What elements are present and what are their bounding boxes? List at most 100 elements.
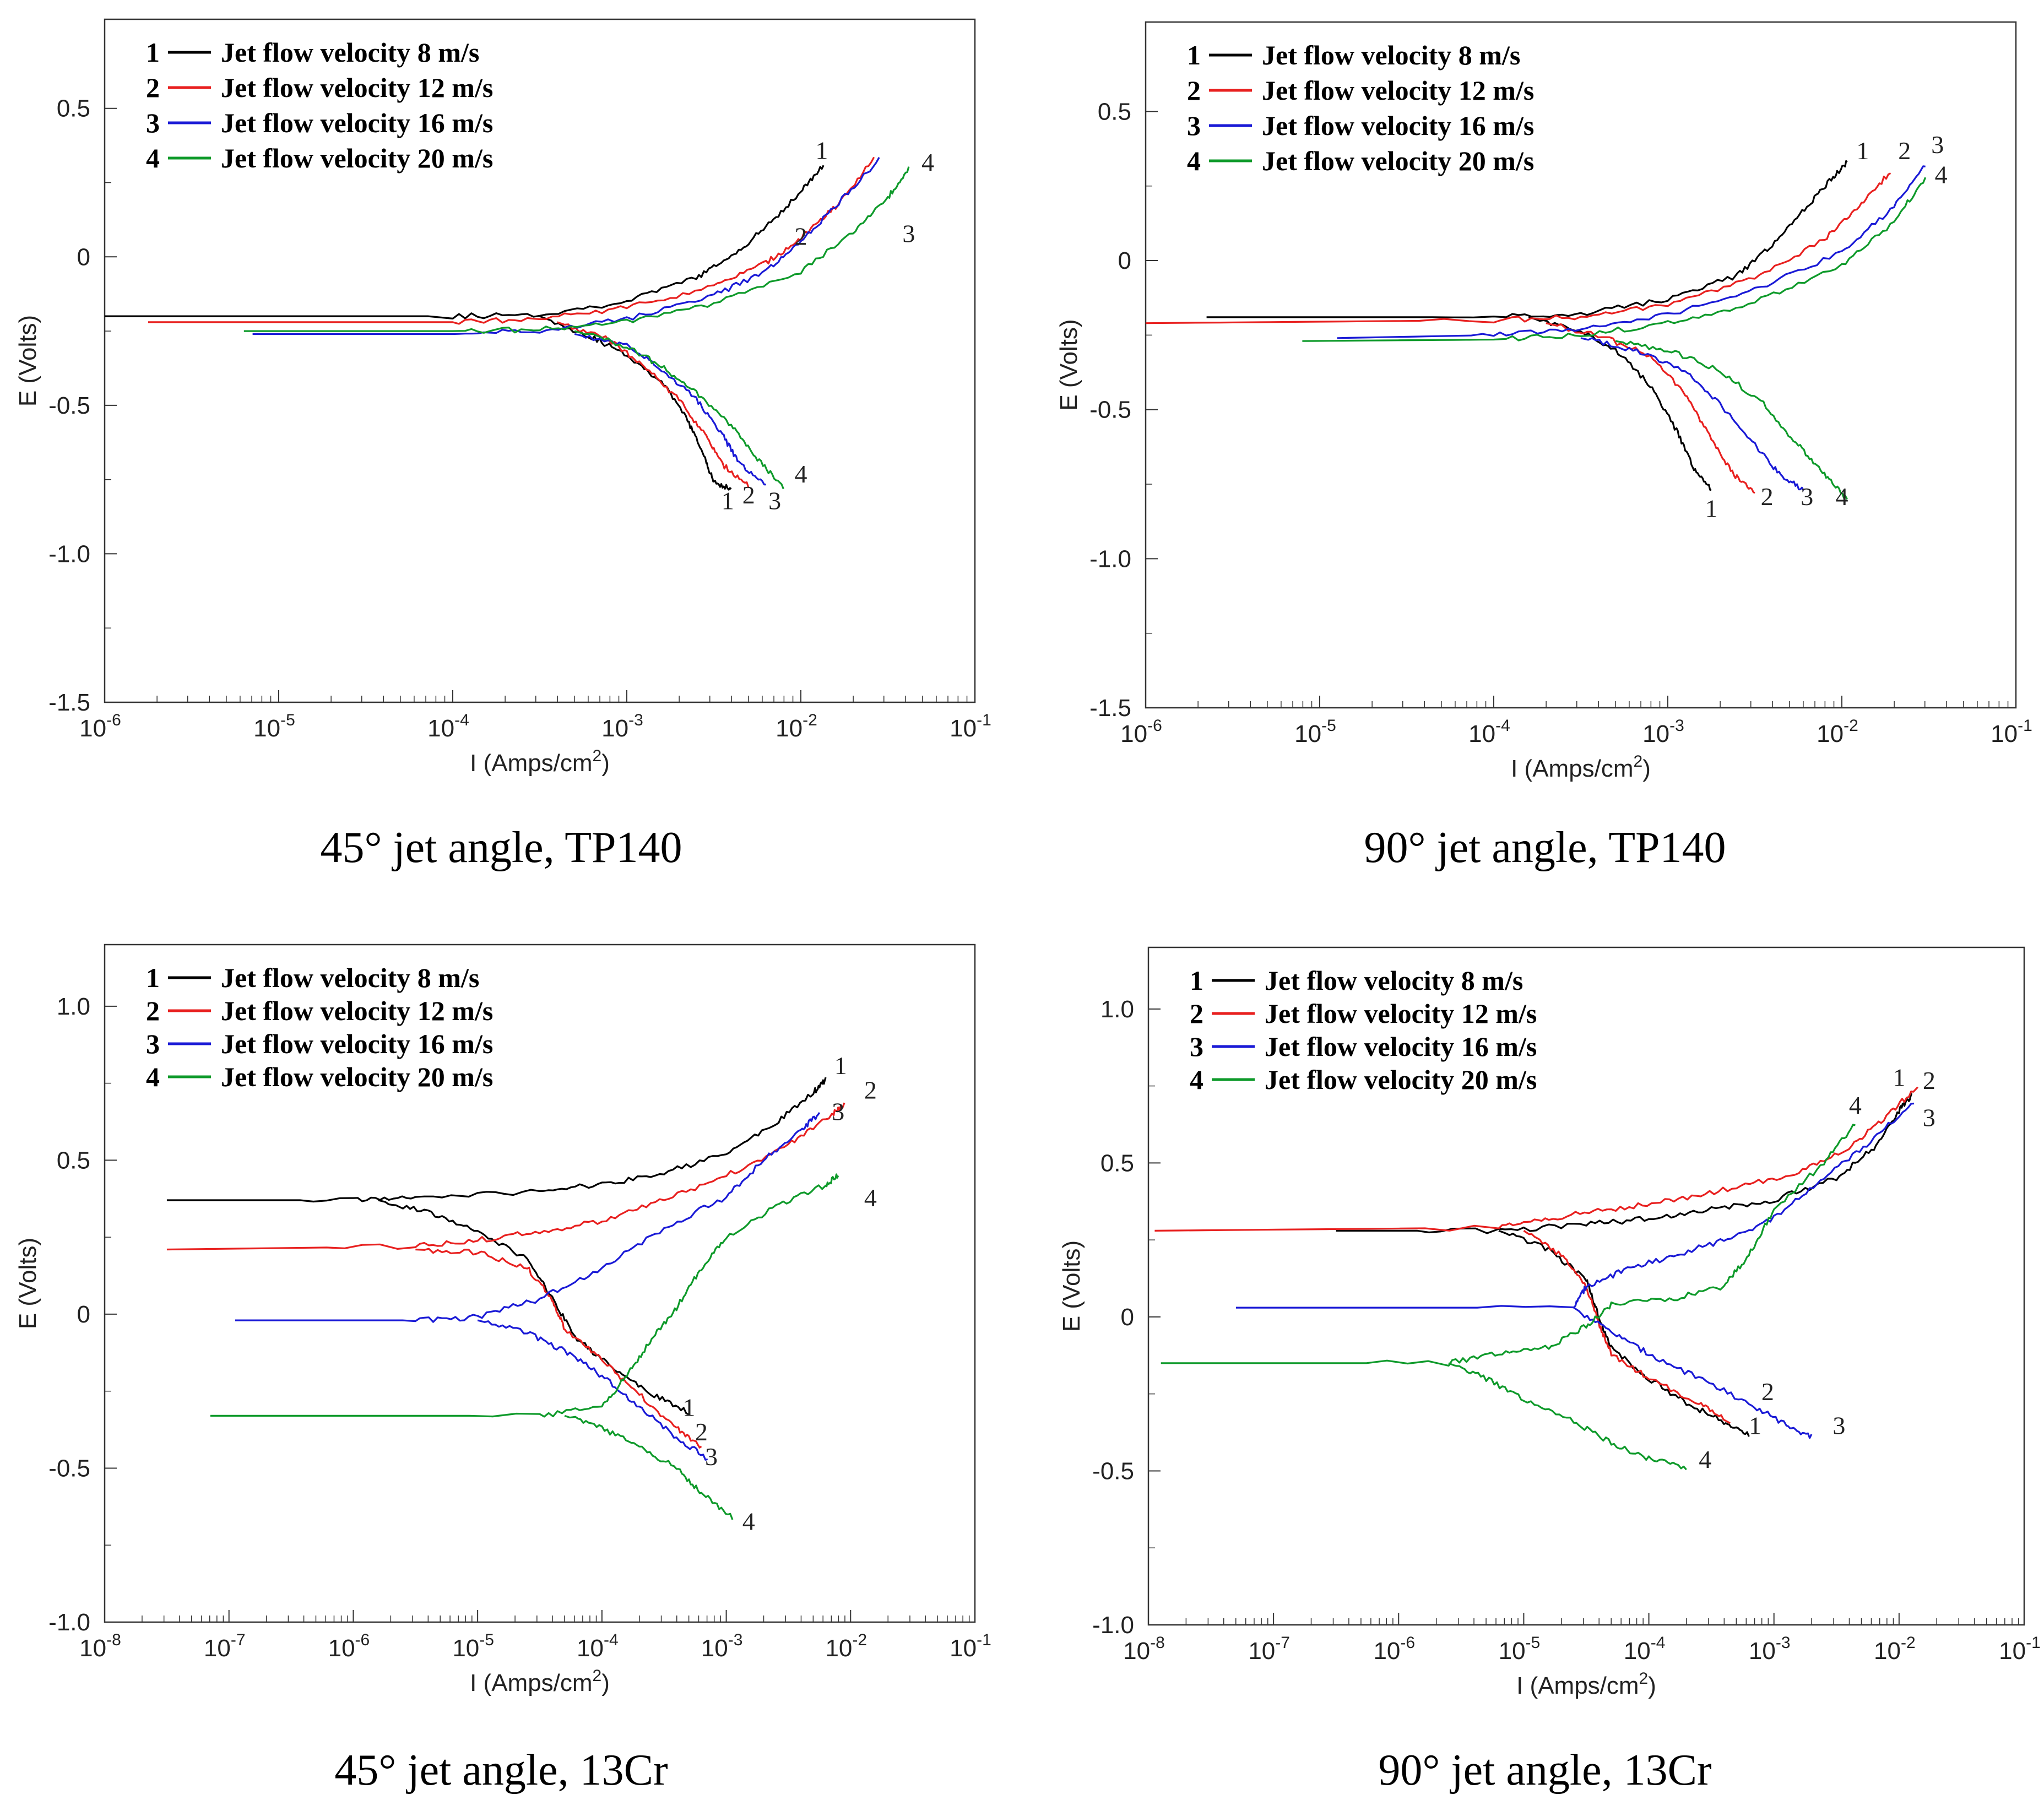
series-2-cathodic-branch [415, 1248, 702, 1449]
legend-label: Jet flow velocity 12 m/s [221, 995, 493, 1026]
series-1-anodic-branch [166, 1077, 827, 1203]
x-tick-exponent: -8 [1150, 1634, 1165, 1652]
y-tick-label: 0.5 [57, 95, 90, 122]
x-tick-exponent: -4 [1495, 717, 1510, 735]
x-tick-exponent: -1 [977, 711, 991, 729]
x-tick-exponent: -6 [355, 1631, 370, 1649]
y-tick-label: -1.5 [1089, 695, 1131, 722]
series-1-cathodic-branch [1498, 1229, 1750, 1437]
y-axis-title: E (Volts) [14, 1238, 41, 1329]
x-tick-exponent: -3 [728, 1631, 743, 1649]
x-axis-title: I (Amps/cm2) [1511, 752, 1651, 782]
x-axis-title: I (Amps/cm2) [470, 747, 610, 777]
curve-number-label: 1 [1856, 137, 1869, 165]
legend-label: Jet flow velocity 16 m/s [221, 1028, 493, 1059]
series-2-anodic-branch [1154, 1086, 1919, 1232]
series-3-cathodic-branch [1580, 337, 1804, 491]
x-tick-exponent: -1 [977, 1631, 991, 1649]
curve-number-label: 4 [921, 148, 934, 176]
x-axis-title-end: ) [1648, 1672, 1656, 1699]
series-1-cathodic-branch [539, 315, 732, 491]
x-tick-exponent: -5 [280, 711, 295, 729]
x-axis-title: I (Amps/cm2) [470, 1667, 610, 1696]
series-4-anodic-branch [210, 1173, 839, 1418]
series-1-anodic-branch [1206, 160, 1848, 318]
series-4-cathodic-branch [574, 330, 784, 490]
legend-number: 3 [146, 1028, 160, 1059]
series-2-anodic-branch [166, 1102, 845, 1251]
x-tick-exponent: -6 [1147, 717, 1162, 735]
curve-number-label: 2 [695, 1418, 708, 1446]
x-tick-exponent: -3 [628, 711, 643, 729]
y-tick-label: 0 [77, 243, 90, 270]
x-axis-title-sup: 2 [1634, 752, 1643, 771]
curve-number-label: 3 [1832, 1411, 1845, 1439]
y-tick-label: 1.0 [1100, 996, 1134, 1023]
x-axis-title-end: ) [601, 750, 610, 777]
curve-number-label: 1 [722, 487, 734, 515]
curve-number-label: 1 [815, 136, 828, 164]
panel-90deg-13cr: 10-8 10-7 10-6 10-5 10-4 10-3 10-2 10-1-1.0-0.5… [1058, 946, 2041, 1795]
series-1-anodic-branch [105, 165, 825, 319]
series-3-cathodic-branch [1573, 1307, 1813, 1439]
curve-number-label: 2 [1898, 137, 1911, 165]
legend-label: Jet flow velocity 8 m/s [1265, 965, 1523, 996]
curve-number-label: 3 [768, 487, 781, 515]
curve-number-label: 2 [795, 223, 807, 251]
curve-number-label: 2 [1761, 483, 1774, 511]
series-3-anodic-branch [1236, 1102, 1915, 1309]
curve-number-label: 4 [864, 1184, 877, 1212]
legend-number: 1 [146, 962, 160, 993]
curve-number-label: 3 [1931, 131, 1944, 159]
legend-label: Jet flow velocity 16 m/s [1262, 110, 1534, 141]
curve-number-label: 4 [1836, 483, 1848, 511]
legend-number: 1 [1190, 965, 1203, 996]
x-tick-exponent: -4 [1651, 1634, 1666, 1652]
y-tick-label: 0.5 [57, 1147, 90, 1174]
x-tick-exponent: -6 [1400, 1634, 1415, 1652]
series-3-anodic-branch [1337, 165, 1926, 339]
legend-number: 2 [146, 995, 160, 1026]
legend-number: 2 [146, 72, 160, 103]
curve-number-label: 2 [742, 481, 755, 509]
legend-label: Jet flow velocity 16 m/s [221, 107, 493, 138]
x-tick-exponent: -5 [1321, 717, 1336, 735]
legend-number: 1 [146, 37, 160, 68]
curve-number-label: 2 [1923, 1066, 1935, 1094]
y-axis-title: E (Volts) [1058, 1240, 1085, 1332]
y-tick-label: 0 [77, 1301, 90, 1328]
legend-number: 4 [1190, 1064, 1203, 1095]
curve-number-label: 1 [1749, 1411, 1761, 1439]
panel-caption: 45° jet angle, TP140 [320, 823, 682, 872]
series-4-cathodic-branch [564, 1414, 734, 1520]
panel-90deg-tp140: 10-6 10-5 10-4 10-3 10-2 10-1-1.5-1.0-0.500.5… [1055, 21, 2032, 872]
x-tick-exponent: -2 [852, 1631, 867, 1649]
curve-number-label: 3 [832, 1098, 844, 1126]
x-tick-exponent: -2 [1844, 717, 1858, 735]
legend-label: Jet flow velocity 20 m/s [1262, 145, 1534, 176]
legend-label: Jet flow velocity 16 m/s [1265, 1031, 1537, 1062]
y-tick-label: 0 [1121, 1304, 1134, 1331]
y-tick-label: 0 [1118, 247, 1131, 274]
series-4-cathodic-branch [1615, 340, 1848, 500]
curve-number-label: 1 [834, 1051, 847, 1080]
curve-number-label: 3 [902, 219, 915, 247]
x-tick-exponent: -7 [1275, 1634, 1290, 1652]
curve-number-label: 2 [864, 1076, 877, 1104]
x-tick-exponent: -3 [1776, 1634, 1791, 1652]
x-tick-exponent: -4 [454, 711, 469, 729]
panel-45deg-tp140: 10-6 10-5 10-4 10-3 10-2 10-1-1.5-1.0-0.500.5… [14, 18, 991, 872]
curve-number-label: 4 [795, 460, 807, 488]
x-tick-exponent: -5 [479, 1631, 494, 1649]
panel-caption: 45° jet angle, 13Cr [334, 1746, 668, 1795]
curve-number-label: 3 [705, 1443, 718, 1471]
y-tick-label: 0.5 [1100, 1150, 1134, 1177]
y-tick-label: -1.0 [1089, 545, 1131, 572]
curve-number-label: 1 [1705, 495, 1718, 523]
plot-frame [104, 944, 976, 1623]
legend-label: Jet flow velocity 12 m/s [1262, 75, 1534, 106]
x-tick-exponent: -8 [106, 1631, 121, 1649]
plot-frame [1147, 946, 2025, 1626]
legend-number: 2 [1187, 75, 1201, 106]
